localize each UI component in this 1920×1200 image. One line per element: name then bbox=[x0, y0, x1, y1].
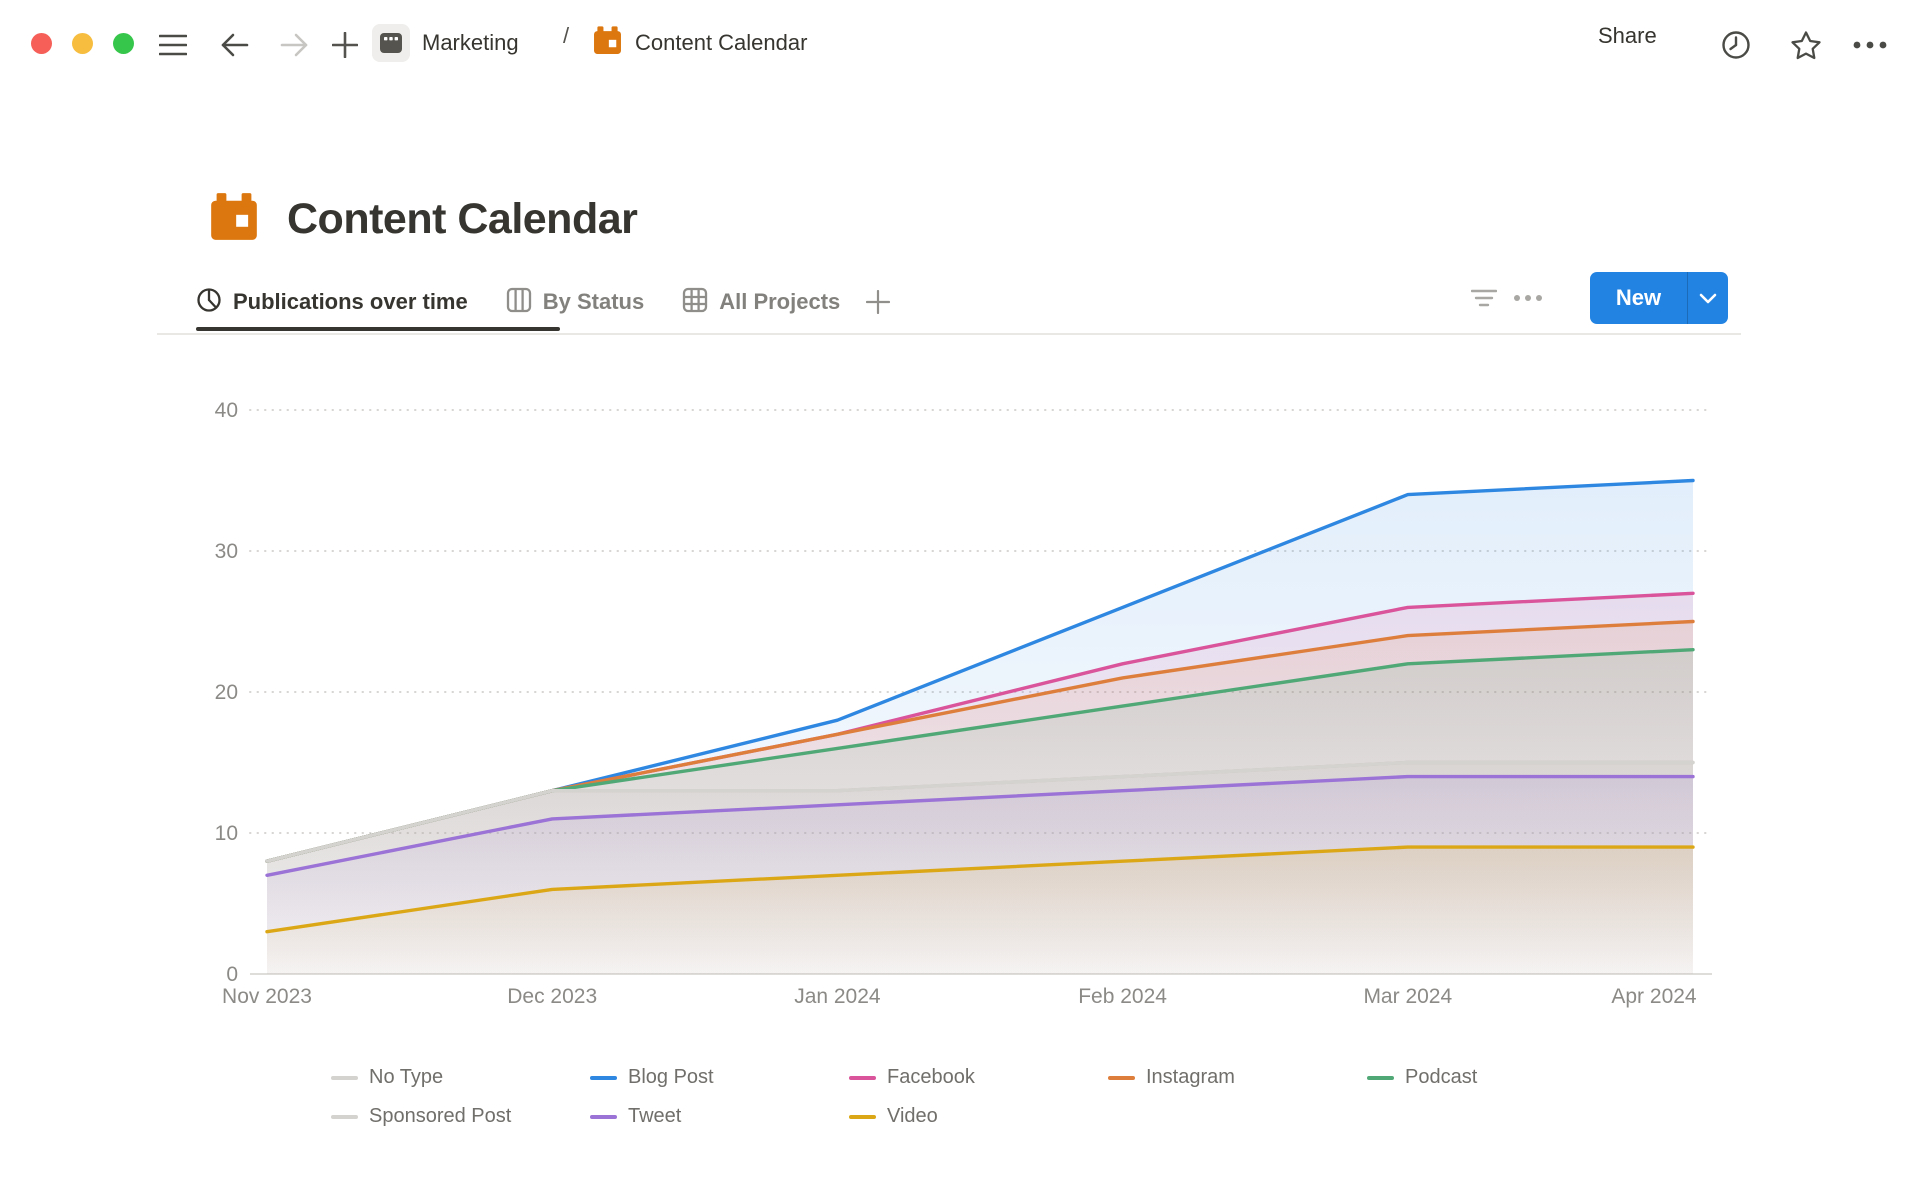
traffic-lights bbox=[31, 33, 134, 54]
breadcrumb-workspace[interactable]: Marketing bbox=[372, 20, 519, 66]
x-axis-tick-label: Dec 2023 bbox=[507, 985, 597, 1008]
legend-item-no-type[interactable]: No Type bbox=[331, 1066, 590, 1089]
close-window-button[interactable] bbox=[31, 33, 52, 54]
breadcrumb-workspace-label: Marketing bbox=[422, 30, 519, 55]
marketing-page-icon bbox=[372, 24, 410, 62]
legend-label: Facebook bbox=[887, 1066, 975, 1088]
legend-item-facebook[interactable]: Facebook bbox=[849, 1066, 1108, 1089]
legend-item-tweet[interactable]: Tweet bbox=[590, 1105, 849, 1128]
y-axis-tick-label: 20 bbox=[215, 681, 238, 704]
filter-icon[interactable] bbox=[1462, 272, 1506, 324]
legend-item-video[interactable]: Video bbox=[849, 1105, 1108, 1128]
legend-swatch bbox=[1367, 1075, 1394, 1080]
tab-publications-over-time[interactable]: Publications over time bbox=[196, 276, 468, 328]
add-view-plus-icon[interactable] bbox=[866, 290, 891, 314]
minimize-window-button[interactable] bbox=[72, 33, 93, 54]
chart-legend: No Type Blog Post Facebook Instagram Podcast… bbox=[331, 1058, 1671, 1136]
legend-swatch bbox=[849, 1114, 876, 1119]
legend-swatch bbox=[331, 1114, 358, 1119]
legend-swatch bbox=[590, 1075, 617, 1080]
x-axis-tick-label: Mar 2024 bbox=[1363, 985, 1452, 1008]
legend-label: Tweet bbox=[628, 1105, 682, 1127]
tab-all-projects[interactable]: All Projects bbox=[682, 276, 840, 328]
chart-view-icon bbox=[196, 287, 222, 318]
forward-arrow-icon[interactable] bbox=[276, 27, 312, 63]
series-line-sponsored-post bbox=[265, 760, 1695, 863]
legend-item-podcast[interactable]: Podcast bbox=[1367, 1066, 1626, 1089]
chevron-down-icon[interactable] bbox=[1688, 293, 1728, 304]
y-axis-tick-label: 30 bbox=[215, 540, 238, 563]
view-options-ellipsis-icon[interactable] bbox=[1506, 272, 1550, 324]
back-arrow-icon[interactable] bbox=[217, 27, 253, 63]
y-axis-tick-label: 40 bbox=[215, 399, 238, 422]
x-axis-tick-label: Feb 2024 bbox=[1078, 985, 1167, 1008]
window-titlebar: Marketing / Content Calendar Share bbox=[0, 0, 1920, 72]
legend-swatch bbox=[849, 1075, 876, 1080]
y-axis-tick-label: 0 bbox=[226, 963, 238, 986]
legend-row: No Type Blog Post Facebook Instagram Podcast bbox=[331, 1058, 1671, 1097]
legend-label: Sponsored Post bbox=[369, 1105, 512, 1127]
legend-swatch bbox=[331, 1075, 358, 1080]
new-button[interactable]: New bbox=[1590, 272, 1728, 324]
page-title-row: Content Calendar bbox=[209, 166, 638, 273]
legend-item-blog-post[interactable]: Blog Post bbox=[590, 1066, 849, 1089]
series-line-video bbox=[265, 845, 1695, 934]
calendar-icon bbox=[592, 25, 623, 61]
legend-label: Video bbox=[887, 1105, 938, 1127]
more-ellipsis-icon[interactable] bbox=[1852, 27, 1888, 63]
legend-swatch bbox=[590, 1114, 617, 1119]
legend-item-sponsored-post[interactable]: Sponsored Post bbox=[331, 1105, 590, 1128]
board-view-icon bbox=[506, 287, 532, 318]
active-tab-underline bbox=[196, 327, 560, 331]
table-view-icon bbox=[682, 287, 708, 318]
new-button-label: New bbox=[1615, 285, 1662, 310]
page-title[interactable]: Content Calendar bbox=[287, 194, 638, 243]
tab-label: Publications over time bbox=[233, 289, 468, 314]
legend-label: Instagram bbox=[1146, 1066, 1235, 1088]
tab-label: By Status bbox=[542, 289, 645, 314]
x-axis-tick-label: Apr 2024 bbox=[1611, 985, 1697, 1008]
legend-item-instagram[interactable]: Instagram bbox=[1108, 1066, 1367, 1089]
legend-label: Blog Post bbox=[628, 1066, 714, 1088]
publications-area-chart[interactable]: 0 10 20 30 40 Nov 2023 Dec 2023 Jan 2024 Feb 202… bbox=[0, 370, 1920, 1050]
y-axis-tick-label: 10 bbox=[215, 822, 238, 845]
star-icon[interactable] bbox=[1788, 27, 1824, 63]
zoom-window-button[interactable] bbox=[113, 33, 134, 54]
legend-label: Podcast bbox=[1405, 1066, 1478, 1088]
legend-label: No Type bbox=[369, 1066, 444, 1088]
hamburger-icon[interactable] bbox=[155, 27, 191, 63]
new-button-divider bbox=[1687, 272, 1688, 324]
breadcrumb-page[interactable]: Content Calendar bbox=[592, 20, 807, 66]
share-button[interactable]: Share bbox=[1598, 23, 1657, 48]
x-axis-tick-label: Jan 2024 bbox=[794, 985, 881, 1008]
breadcrumb-page-label: Content Calendar bbox=[635, 30, 808, 55]
legend-row: Sponsored Post Tweet Video bbox=[331, 1097, 1671, 1136]
area-fill-video bbox=[267, 847, 1693, 974]
view-tabs: Publications over time By Status All Pro… bbox=[196, 276, 891, 328]
new-page-plus-icon[interactable] bbox=[327, 27, 363, 63]
legend-swatch bbox=[1108, 1075, 1135, 1080]
tabs-divider bbox=[157, 333, 1741, 335]
x-axis-tick-label: Nov 2023 bbox=[222, 985, 312, 1008]
tab-label: All Projects bbox=[719, 289, 841, 314]
view-controls bbox=[1462, 272, 1550, 324]
clock-history-icon[interactable] bbox=[1718, 27, 1754, 63]
series-line-tweet bbox=[265, 774, 1695, 877]
tab-by-status[interactable]: By Status bbox=[506, 276, 644, 328]
breadcrumb-separator: / bbox=[563, 23, 570, 48]
orange-calendar-icon bbox=[209, 192, 259, 247]
